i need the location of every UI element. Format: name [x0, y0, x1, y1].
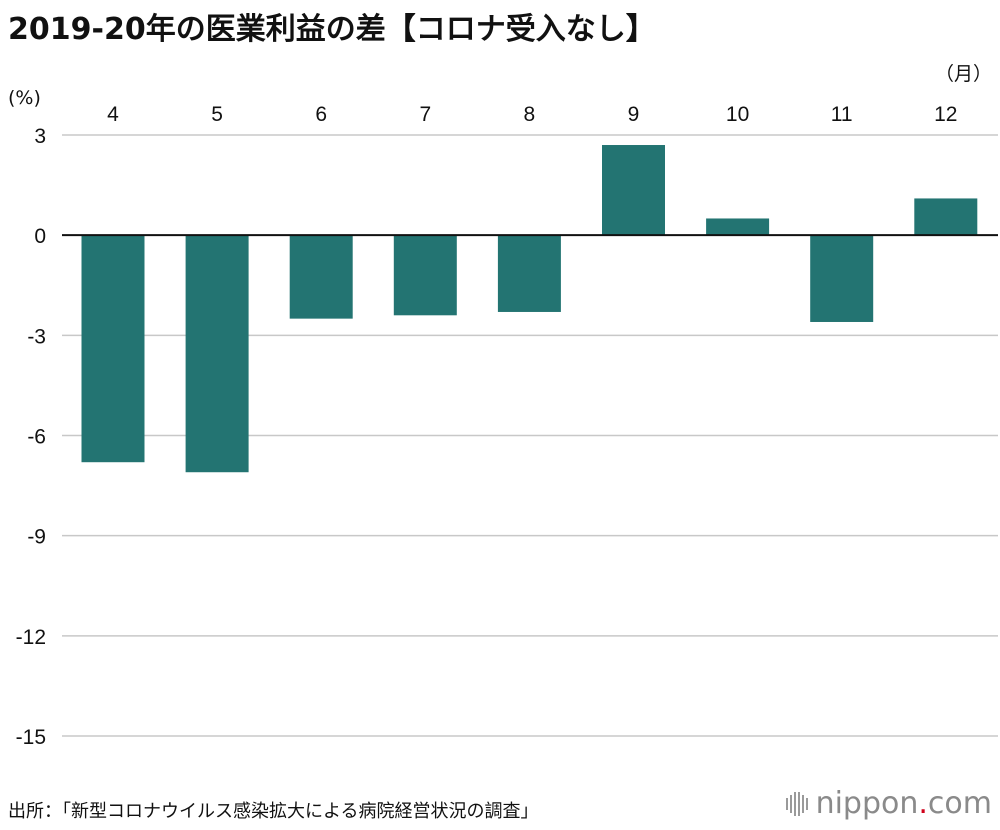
bar-month-10 — [706, 218, 770, 236]
bar-month-7 — [393, 235, 457, 316]
chart-title: 2019-20年の医業利益の差【コロナ受入なし】 — [8, 12, 656, 47]
y-tick-label: -9 — [27, 526, 46, 549]
y-tick-label: -3 — [27, 325, 46, 348]
x-tick-labels: 4 5 6 7 8 9 10 11 12 — [107, 103, 957, 126]
y-tick-label: -6 — [27, 426, 46, 449]
bars-logo-icon — [785, 791, 808, 816]
bar-month-8 — [497, 235, 561, 312]
x-axis-unit: （月） — [935, 63, 992, 85]
x-tick-label: 9 — [628, 103, 640, 126]
x-tick-label: 10 — [726, 103, 749, 126]
bar-month-4 — [81, 235, 145, 463]
y-tick-label: -12 — [16, 626, 46, 649]
y-tick-label: 0 — [34, 225, 46, 248]
x-tick-label: 7 — [419, 103, 431, 126]
y-tick-label: -15 — [16, 726, 46, 749]
bar-month-12 — [914, 198, 978, 236]
x-tick-label: 12 — [934, 103, 957, 126]
source-note: 出所：「新型コロナウイルス感染拡大による病院経営状況の調査」 — [8, 801, 539, 822]
x-tick-label: 5 — [211, 103, 223, 126]
y-tick-label: 3 — [34, 125, 46, 148]
bar-month-5 — [185, 235, 249, 473]
brand-dot: . — [918, 786, 928, 821]
x-tick-label: 11 — [831, 103, 853, 126]
bar-month-11 — [810, 235, 874, 322]
y-tick-labels: 3 0 -3 -6 -9 -12 -15 — [16, 125, 46, 749]
x-tick-label: 4 — [107, 103, 119, 126]
y-axis-unit: (%) — [8, 87, 41, 109]
x-tick-label: 8 — [524, 103, 536, 126]
brand-logo: nippon. com — [785, 786, 992, 821]
brand-name-part2: com — [927, 786, 992, 821]
bars — [81, 145, 978, 473]
bar-month-6 — [289, 235, 353, 319]
brand-name-part1: nippon — [815, 786, 919, 821]
x-tick-label: 6 — [315, 103, 327, 126]
bar-month-9 — [602, 145, 665, 236]
